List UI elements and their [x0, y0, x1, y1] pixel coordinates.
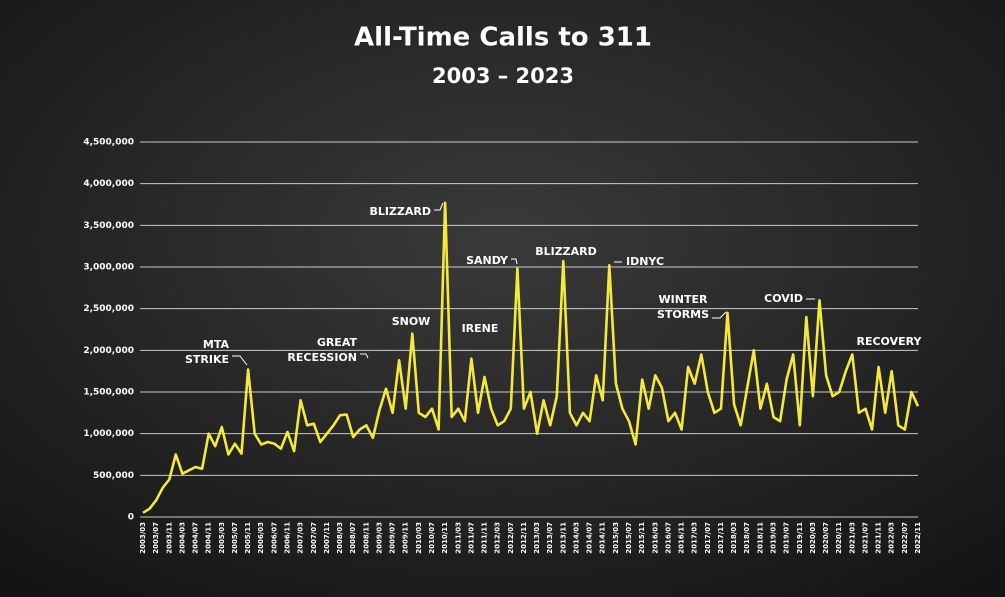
x-tick-label: 2017/11 [717, 522, 725, 554]
data-line [142, 201, 920, 514]
y-tick-label: 500,000 [93, 471, 134, 481]
x-tick-label: 2022/11 [914, 522, 922, 554]
x-tick-label: 2003/03 [139, 522, 147, 554]
annotation: BLIZZARD [369, 205, 431, 218]
y-tick-label: 3,000,000 [83, 263, 134, 273]
annotation: STRIKE [185, 353, 229, 366]
annotation-leader [511, 258, 518, 265]
x-tick-label: 2015/03 [612, 522, 620, 554]
annotation: MTA [203, 338, 230, 351]
x-tick-label: 2004/11 [205, 522, 213, 554]
x-tick-label: 2016/07 [664, 522, 672, 554]
x-tick-label: 2015/07 [625, 522, 633, 554]
x-tick-label: 2012/03 [494, 522, 502, 554]
x-tick-label: 2006/07 [270, 522, 278, 554]
x-tick-label: 2021/03 [848, 522, 856, 554]
x-tick-label: 2016/03 [651, 522, 659, 554]
annotation: IDNYC [626, 255, 664, 268]
annotation: IRENE [462, 322, 499, 335]
x-tick-label: 2008/11 [362, 522, 370, 554]
annotation-leader [434, 202, 444, 211]
x-tick-label: 2019/03 [770, 522, 778, 554]
x-tick-label: 2019/07 [783, 522, 791, 554]
annotation: GREAT [317, 336, 358, 349]
y-tick-label: 1,000,000 [83, 429, 134, 439]
x-tick-label: 2003/07 [152, 522, 160, 554]
x-tick-label: 2020/07 [822, 522, 830, 554]
x-tick-label: 2004/07 [192, 522, 200, 554]
x-tick-label: 2004/03 [178, 522, 186, 554]
x-tick-label: 2012/07 [507, 522, 515, 554]
annotation: SANDY [466, 254, 509, 267]
x-tick-label: 2003/11 [165, 522, 173, 554]
x-tick-label: 2007/07 [310, 522, 318, 554]
x-tick-label: 2014/11 [599, 522, 607, 554]
x-tick-label: 2005/07 [231, 522, 239, 554]
x-tick-label: 2017/07 [704, 522, 712, 554]
annotation: WINTER [659, 293, 708, 306]
x-tick-label: 2013/03 [533, 522, 541, 554]
y-tick-label: 2,000,000 [83, 346, 134, 356]
y-tick-label: 3,500,000 [83, 221, 134, 231]
y-tick-label: 4,000,000 [83, 179, 134, 189]
x-tick-label: 2008/07 [349, 522, 357, 554]
y-tick-label: 0 [128, 513, 134, 523]
annotation: BLIZZARD [535, 245, 597, 258]
x-tick-label: 2018/11 [756, 522, 764, 554]
annotation: RECESSION [287, 351, 357, 364]
chart-title: All-Time Calls to 311 [354, 23, 652, 53]
x-tick-label: 2011/11 [481, 522, 489, 554]
x-tick-label: 2007/11 [323, 522, 331, 554]
x-tick-label: 2010/11 [441, 522, 449, 554]
annotation-leader [232, 355, 248, 366]
x-tick-label: 2005/03 [218, 522, 226, 554]
x-tick-label: 2021/11 [875, 522, 883, 554]
x-tick-label: 2009/07 [389, 522, 397, 554]
x-tick-label: 2018/07 [743, 522, 751, 554]
annotation: RECOVERY [857, 335, 923, 348]
x-tick-label: 2006/11 [283, 522, 291, 554]
x-tick-label: 2020/11 [835, 522, 843, 554]
x-tick-label: 2022/07 [901, 522, 909, 554]
x-tick-label: 2009/03 [375, 522, 383, 554]
y-tick-label: 2,500,000 [83, 304, 134, 314]
x-tick-label: 2020/03 [809, 522, 817, 554]
x-tick-label: 2018/03 [730, 522, 738, 554]
x-tick-label: 2009/11 [402, 522, 410, 554]
x-tick-label: 2016/11 [678, 522, 686, 554]
x-tick-label: 2014/03 [572, 522, 580, 554]
annotation: COVID [764, 292, 803, 305]
x-tick-label: 2017/03 [691, 522, 699, 554]
x-tick-label: 2014/07 [586, 522, 594, 554]
x-tick-label: 2012/11 [520, 522, 528, 554]
x-tick-label: 2015/11 [638, 522, 646, 554]
x-tick-label: 2011/03 [454, 522, 462, 554]
x-tick-label: 2022/03 [888, 522, 896, 554]
x-tick-label: 2010/07 [428, 522, 436, 554]
x-tick-label: 2013/07 [546, 522, 554, 554]
y-tick-label: 4,500,000 [83, 138, 134, 148]
annotation-leader [712, 311, 727, 319]
x-tick-label: 2019/11 [796, 522, 804, 554]
chart-subtitle: 2003 – 2023 [432, 64, 574, 88]
x-tick-label: 2021/07 [861, 522, 869, 554]
x-tick-label: 2008/03 [336, 522, 344, 554]
x-tick-label: 2010/03 [415, 522, 423, 554]
x-tick-label: 2011/07 [467, 522, 475, 554]
annotation: STORMS [657, 308, 709, 321]
x-tick-label: 2005/11 [244, 522, 252, 554]
y-tick-label: 1,500,000 [83, 388, 134, 398]
annotation-leader [360, 353, 369, 359]
x-tick-label: 2013/11 [559, 522, 567, 554]
x-tick-label: 2006/03 [257, 522, 265, 554]
x-tick-label: 2007/03 [297, 522, 305, 554]
annotation: SNOW [392, 315, 431, 328]
